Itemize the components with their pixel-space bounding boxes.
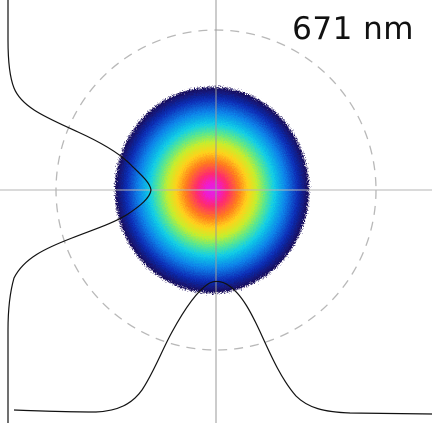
- horizontal-profile-curve: [13, 280, 432, 415]
- vertical-profile-curve: [7, 0, 152, 423]
- wavelength-label: 671 nm: [292, 11, 414, 47]
